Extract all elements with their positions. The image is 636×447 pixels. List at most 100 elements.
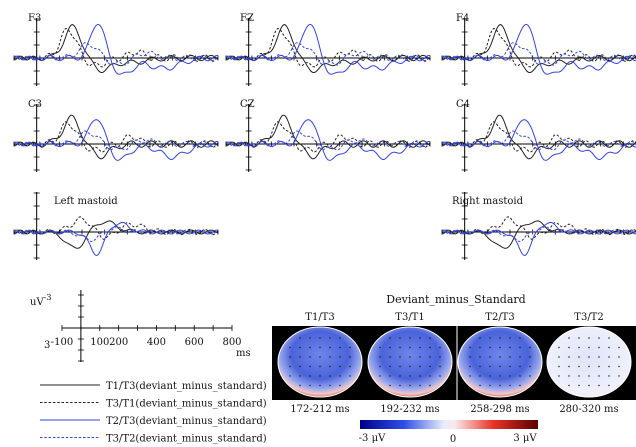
electrode-dot bbox=[319, 346, 321, 349]
electrode-dot bbox=[409, 346, 411, 349]
electrode-dot bbox=[469, 365, 471, 368]
waveform-3 bbox=[441, 226, 636, 243]
electrode-dot bbox=[489, 384, 491, 387]
electrode-dot bbox=[379, 365, 381, 368]
waveform-1 bbox=[13, 121, 219, 153]
electrode-dot bbox=[529, 375, 531, 377]
electrode-dot bbox=[429, 384, 431, 387]
electrode-dot bbox=[519, 346, 521, 349]
topomap-head bbox=[546, 326, 632, 398]
panel-label: CZ bbox=[240, 99, 255, 110]
electrode-dot bbox=[479, 375, 481, 377]
electrode-dot bbox=[399, 337, 401, 339]
colorbar-mid-label: 0 bbox=[450, 434, 456, 445]
electrode-dot bbox=[409, 337, 411, 339]
legend-label: T3/T2(deviant_minus_standard) bbox=[106, 434, 267, 445]
legend-item: T3/T2(deviant_minus_standard) bbox=[40, 434, 267, 445]
axis-key-xtick-label: 600 bbox=[185, 337, 204, 348]
electrode-dot bbox=[349, 356, 351, 358]
electrode-dot bbox=[339, 384, 341, 387]
topomap-label: T2/T3 bbox=[485, 312, 514, 323]
electrode-dot bbox=[529, 356, 531, 358]
waveform-1 bbox=[13, 216, 219, 240]
legend-item: T2/T3(deviant_minus_standard) bbox=[40, 416, 267, 427]
topomap-2: T3/T1 192-232 ms bbox=[367, 312, 453, 415]
electrode-dot bbox=[499, 346, 501, 349]
electrode-dot bbox=[299, 375, 301, 377]
electrode-dot bbox=[578, 337, 580, 339]
electrode-dot bbox=[389, 375, 391, 377]
electrode-dot bbox=[289, 346, 291, 349]
electrode-dot bbox=[339, 346, 341, 349]
electrode-dot bbox=[289, 356, 291, 358]
electrode-dot bbox=[529, 346, 531, 349]
electrode-dot bbox=[339, 375, 341, 377]
electrode-dot bbox=[489, 356, 491, 358]
electrode-dot bbox=[439, 356, 441, 358]
electrode-dot bbox=[479, 356, 481, 358]
waveform-1 bbox=[441, 216, 636, 240]
axis-key-xtick-label: -100 bbox=[51, 337, 73, 348]
electrode-dot bbox=[409, 365, 411, 368]
electrode-dot bbox=[499, 375, 501, 377]
electrode-dot bbox=[479, 346, 481, 349]
electrode-dot bbox=[578, 384, 580, 387]
waveform-1 bbox=[441, 27, 636, 68]
electrode-dot bbox=[598, 346, 600, 349]
topomap-window: 258-298 ms bbox=[470, 404, 529, 415]
electrode-dot bbox=[499, 384, 501, 387]
topomap-label: T3/T2 bbox=[574, 312, 603, 323]
electrode-dot bbox=[389, 384, 391, 387]
electrode-dot bbox=[598, 356, 600, 358]
waveform-3 bbox=[13, 226, 219, 243]
electrode-dot bbox=[489, 365, 491, 368]
electrode-dot bbox=[598, 384, 600, 387]
electrode-dot bbox=[519, 337, 521, 339]
electrode-dot bbox=[608, 375, 610, 377]
topomap-title: Deviant_minus_Standard bbox=[386, 293, 525, 306]
topomap-1: T1/T3 172-212 ms bbox=[277, 312, 363, 415]
electrode-dot bbox=[299, 337, 301, 339]
waveform-0 bbox=[13, 220, 219, 249]
electrode-dot bbox=[618, 356, 620, 358]
electrode-dot bbox=[519, 356, 521, 358]
colorbar-min-label: -3 μV bbox=[359, 433, 386, 444]
electrode-dot bbox=[608, 384, 610, 387]
electrode-dot bbox=[309, 384, 311, 387]
electrode-dot bbox=[568, 384, 570, 387]
electrode-dot bbox=[329, 365, 331, 368]
electrode-dot bbox=[419, 337, 421, 339]
electrode-dot bbox=[429, 365, 431, 368]
electrode-dot bbox=[419, 375, 421, 377]
electrode-dot bbox=[578, 375, 580, 377]
electrode-dot bbox=[618, 375, 620, 377]
electrode-dot bbox=[399, 346, 401, 349]
electrode-dot bbox=[509, 356, 511, 358]
electrode-dot bbox=[309, 337, 311, 339]
electrode-dot bbox=[309, 356, 311, 358]
electrode-dot bbox=[558, 346, 560, 349]
erp-panel-f4: F4 bbox=[441, 13, 636, 86]
electrode-dot bbox=[389, 346, 391, 349]
axis-key-ytick-bottom: 3 bbox=[44, 340, 50, 351]
electrode-dot bbox=[429, 337, 431, 339]
erp-panel-left-mastoid: Left mastoid bbox=[13, 192, 219, 260]
electrode-dot bbox=[409, 384, 411, 387]
waveform-2 bbox=[441, 23, 636, 75]
electrode-dot bbox=[439, 375, 441, 377]
waveform-3 bbox=[225, 130, 431, 151]
topomap-label: T3/T1 bbox=[395, 312, 424, 323]
electrode-dot bbox=[588, 365, 590, 368]
electrode-dot bbox=[339, 356, 341, 358]
electrode-dot bbox=[379, 346, 381, 349]
legend-label: T2/T3(deviant_minus_standard) bbox=[106, 416, 267, 427]
electrode-dot bbox=[598, 337, 600, 339]
electrode-dot bbox=[319, 375, 321, 377]
electrode-dot bbox=[289, 375, 291, 377]
legend-label: T3/T1(deviant_minus_standard) bbox=[106, 399, 267, 410]
topomap-head bbox=[457, 326, 543, 398]
electrode-dot bbox=[299, 346, 301, 349]
waveform-3 bbox=[441, 130, 636, 151]
panel-label: FZ bbox=[240, 13, 254, 24]
electrode-dot bbox=[509, 365, 511, 368]
